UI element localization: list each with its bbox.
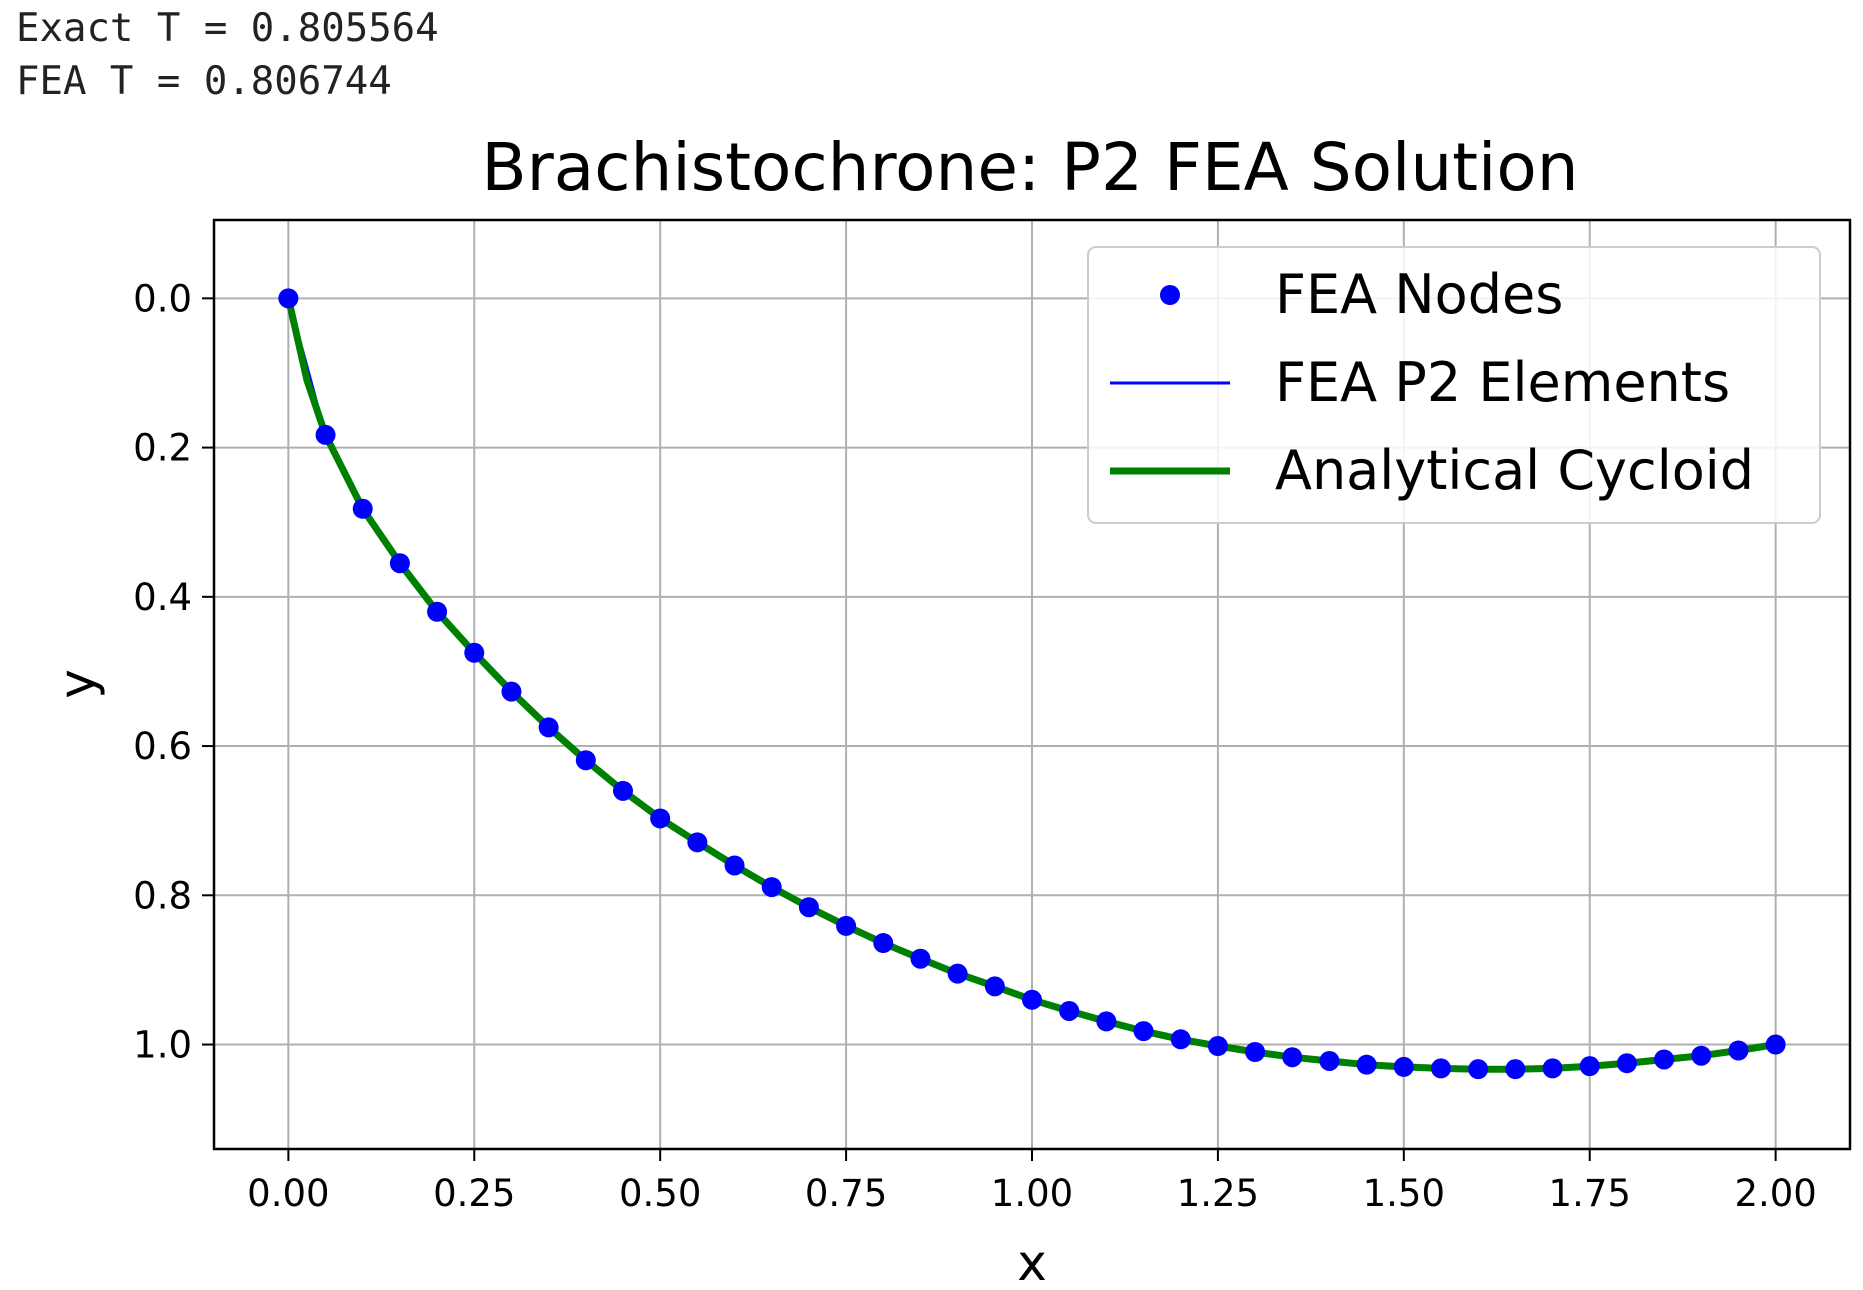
x-tick-label: 2.00 [1734,1172,1816,1215]
fea-node-marker [1170,1029,1191,1050]
fea-node-marker [613,780,633,801]
fea-node-marker [1431,1058,1451,1079]
legend-box [1087,246,1821,524]
x-tick-label: 0.75 [805,1172,887,1215]
fea-node-marker [1542,1058,1563,1079]
y-tick-label: 0.8 [133,874,192,917]
y-tick-label: 0.4 [133,576,192,619]
x-tick-label: 1.75 [1549,1172,1631,1215]
fea-node-marker [873,933,894,954]
y-tick-label: 1.0 [133,1024,192,1067]
x-tick-label: 1.25 [1177,1172,1259,1215]
fea-node-marker [910,948,931,969]
fea-node-marker [650,808,671,829]
legend-label: Analytical Cycloid [1275,439,1754,502]
fea-node-marker [984,976,1005,997]
exact-time-line: Exact T = 0.805564 [16,6,439,51]
fea-node-marker [1468,1059,1489,1080]
fea-time-line: FEA T = 0.806744 [16,59,392,104]
fea-node-marker [501,681,522,702]
x-axis-ticks: 0.00 0.25 0.50 0.75 1.00 1.25 1.50 1.75 2.00 [247,1149,1817,1215]
fea-node-marker [315,424,336,445]
x-tick-label: 1.50 [1363,1172,1445,1215]
fea-node-marker [1356,1054,1377,1075]
fea-node-marker [1579,1056,1600,1077]
fea-node-marker [1245,1041,1266,1062]
plot-series [278,288,1786,1080]
fea-node-marker [687,832,708,853]
fea-node-marker [1505,1059,1526,1080]
x-tick-label: 1.00 [991,1172,1073,1215]
fea-node-marker [1654,1049,1675,1070]
legend-label: FEA Nodes [1275,263,1563,326]
fea-node-marker [1282,1047,1303,1068]
fea-node-marker [947,963,968,984]
fea-node-marker [836,915,857,936]
fea-node-marker [352,498,373,519]
fea-node-marker [1096,1011,1117,1032]
fea-node-marker [427,601,448,622]
x-tick-label: 0.25 [433,1172,515,1215]
chart-title: Brachistochrone: P2 FEA Solution [481,129,1578,206]
legend-label: FEA P2 Elements [1275,351,1730,414]
fea-node-marker [1691,1045,1712,1066]
legend-marker-fea-nodes [1160,285,1180,305]
y-axis-label: y [48,669,106,699]
fea-node-marker [1059,1000,1080,1021]
fea-node-marker [464,642,485,663]
y-tick-label: 0.0 [133,277,192,320]
y-tick-label: 0.2 [133,427,192,470]
fea-node-marker [1616,1053,1637,1074]
fea-node-marker [761,877,782,898]
fea-node-marker [724,855,745,876]
fea-node-marker [798,897,819,918]
fea-node-marker [575,750,596,771]
x-axis-label: x [1017,1234,1047,1290]
console-output: Exact T = 0.805564 FEA T = 0.806744 [16,2,439,108]
y-tick-label: 0.6 [133,725,192,768]
plot-frame [212,218,1852,1151]
fea-node-marker [278,288,299,309]
x-tick-label: 0.00 [247,1172,329,1215]
x-tick-label: 0.50 [619,1172,701,1215]
fea-node-marker [1319,1050,1340,1071]
legend: FEA Nodes FEA P2 Elements Analytical Cyclo… [1087,246,1821,524]
fea-node-marker [1728,1040,1749,1061]
fea-node-marker [1022,989,1042,1010]
fea-node-marker [389,553,410,574]
fea-node-marker [1133,1021,1154,1042]
fea-node-marker [1393,1056,1414,1077]
fea-node-marker [538,717,559,738]
fea-node-marker [1207,1036,1228,1057]
fea-node-marker [1765,1034,1786,1055]
y-axis-ticks: 0.0 0.2 0.4 0.6 0.8 1.0 [133,277,214,1067]
